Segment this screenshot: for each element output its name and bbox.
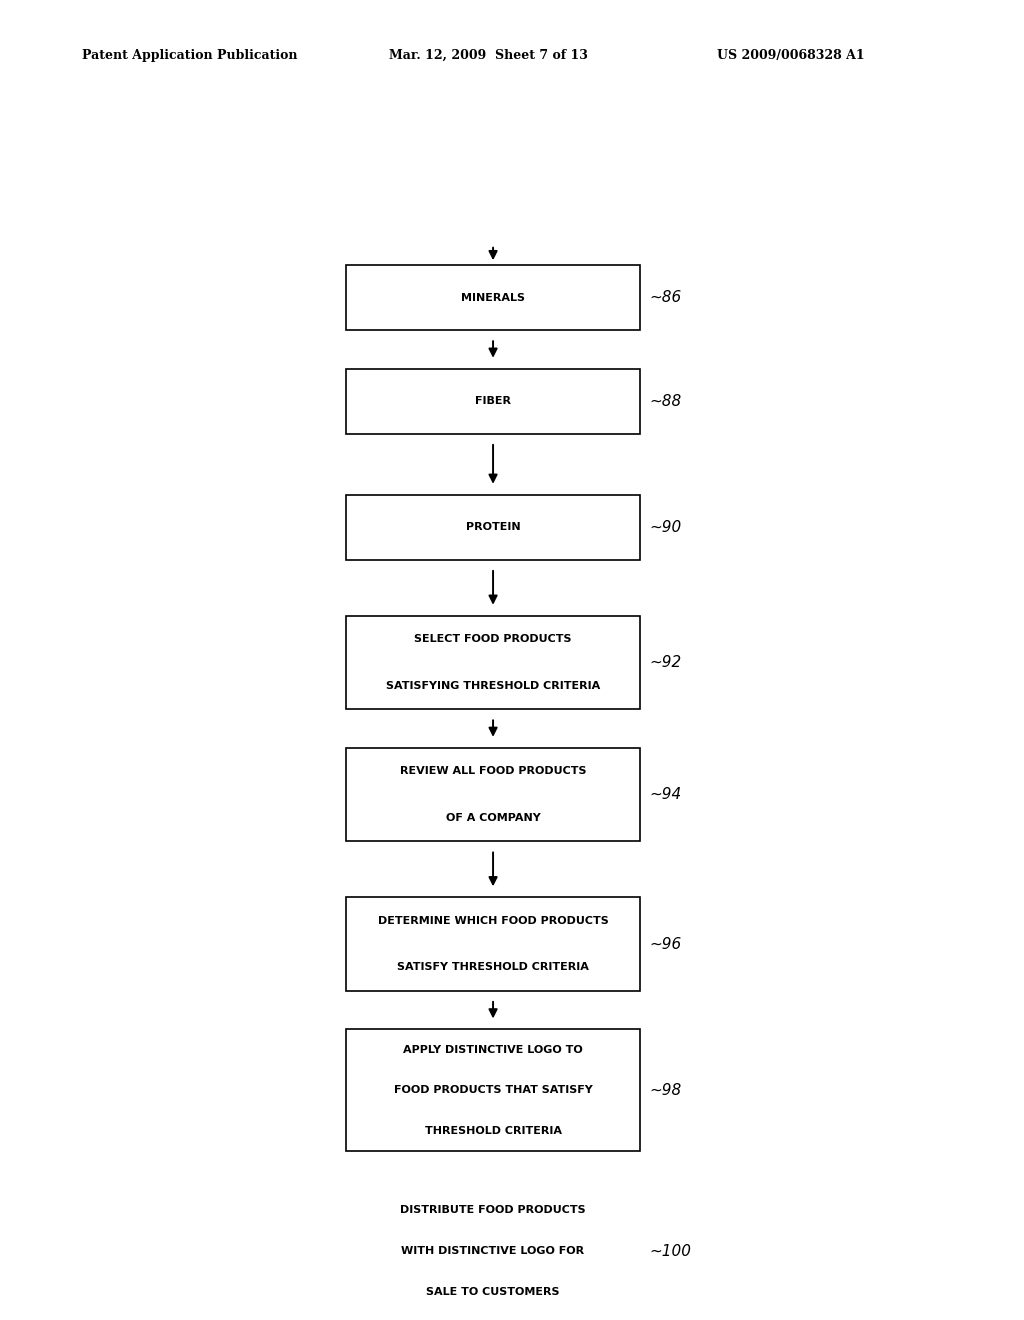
Bar bbox=[346, 616, 640, 709]
Text: SATISFYING THRESHOLD CRITERIA: SATISFYING THRESHOLD CRITERIA bbox=[386, 681, 600, 690]
Text: SALE TO CUSTOMERS: SALE TO CUSTOMERS bbox=[426, 1287, 560, 1296]
Bar bbox=[346, 1191, 640, 1312]
Bar bbox=[346, 898, 640, 991]
Text: APPLY DISTINCTIVE LOGO TO: APPLY DISTINCTIVE LOGO TO bbox=[403, 1045, 583, 1055]
Text: DETERMINE WHICH FOOD PRODUCTS: DETERMINE WHICH FOOD PRODUCTS bbox=[378, 916, 608, 925]
Text: SELECT FOOD PRODUCTS: SELECT FOOD PRODUCTS bbox=[415, 634, 571, 644]
Text: US 2009/0068328 A1: US 2009/0068328 A1 bbox=[717, 49, 864, 62]
Text: REVIEW ALL FOOD PRODUCTS: REVIEW ALL FOOD PRODUCTS bbox=[399, 767, 587, 776]
Text: ~96: ~96 bbox=[649, 937, 682, 952]
Text: PROTEIN: PROTEIN bbox=[466, 523, 520, 532]
Bar bbox=[346, 265, 640, 330]
Text: ~88: ~88 bbox=[649, 393, 682, 409]
Text: Mar. 12, 2009  Sheet 7 of 13: Mar. 12, 2009 Sheet 7 of 13 bbox=[389, 49, 588, 62]
Bar bbox=[346, 1030, 640, 1151]
Text: THRESHOLD CRITERIA: THRESHOLD CRITERIA bbox=[425, 1126, 561, 1137]
Text: ~90: ~90 bbox=[649, 520, 682, 535]
Text: DISTRIBUTE FOOD PRODUCTS: DISTRIBUTE FOOD PRODUCTS bbox=[400, 1205, 586, 1216]
Text: ~94: ~94 bbox=[649, 787, 682, 803]
Text: WITH DISTINCTIVE LOGO FOR: WITH DISTINCTIVE LOGO FOR bbox=[401, 1246, 585, 1257]
Bar bbox=[346, 495, 640, 560]
Text: ~92: ~92 bbox=[649, 655, 682, 671]
Text: ~86: ~86 bbox=[649, 290, 682, 305]
Text: OF A COMPANY: OF A COMPANY bbox=[445, 813, 541, 824]
Text: ~98: ~98 bbox=[649, 1082, 682, 1098]
Text: FOOD PRODUCTS THAT SATISFY: FOOD PRODUCTS THAT SATISFY bbox=[393, 1085, 593, 1096]
Bar bbox=[346, 368, 640, 434]
Text: MINERALS: MINERALS bbox=[461, 293, 525, 302]
Text: Patent Application Publication: Patent Application Publication bbox=[82, 49, 297, 62]
Bar bbox=[346, 748, 640, 841]
Text: ~100: ~100 bbox=[649, 1243, 691, 1258]
Text: SATISFY THRESHOLD CRITERIA: SATISFY THRESHOLD CRITERIA bbox=[397, 962, 589, 973]
Text: FIBER: FIBER bbox=[475, 396, 511, 407]
